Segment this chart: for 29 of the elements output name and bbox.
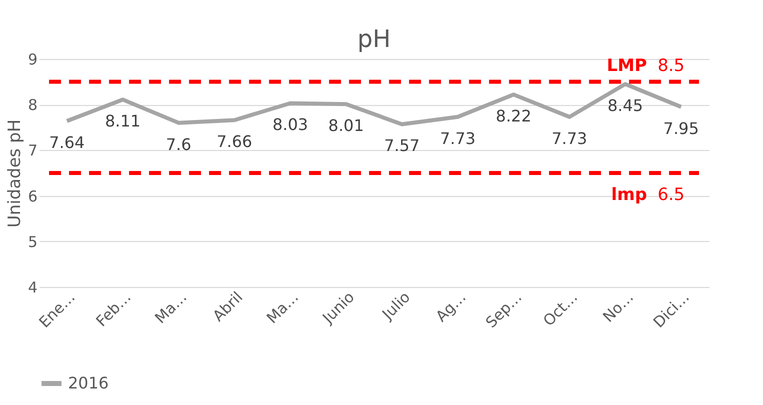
data-label: 7.73 — [552, 128, 588, 148]
data-label: 7.6 — [166, 134, 192, 154]
data-label: 8.45 — [607, 96, 644, 116]
data-label: 7.95 — [663, 118, 699, 138]
ref-line-label: LMP — [606, 56, 647, 76]
x-tick-label: Ma… — [151, 288, 190, 328]
x-tick-label: No… — [599, 288, 638, 326]
annotation: 8.5 — [658, 56, 685, 76]
y-tick-label: 5 — [28, 232, 38, 251]
data-label: 7.73 — [440, 128, 476, 148]
y-tick-label: 8 — [28, 96, 38, 114]
annotation: 6.5 — [658, 185, 685, 205]
y-tick-label: 6 — [28, 187, 38, 206]
x-tick-label: Ag… — [432, 288, 470, 326]
ref-line-label: lmp — [611, 185, 647, 205]
y-tick-label: 4 — [28, 278, 38, 296]
chart-title: pH — [357, 25, 391, 53]
data-label: 7.66 — [216, 132, 252, 152]
x-tick-label: Ma… — [263, 288, 302, 328]
data-label: 8.03 — [272, 115, 308, 134]
data-label: 8.11 — [104, 112, 141, 131]
y-tick-label: 7 — [28, 142, 38, 160]
y-axis-title: Unidades pH — [4, 119, 25, 228]
data-label: 7.57 — [384, 136, 420, 156]
data-label: 8.22 — [496, 106, 532, 126]
y-tick-label: 9 — [28, 50, 38, 68]
data-label: 7.64 — [49, 133, 85, 152]
data-label: 8.01 — [328, 116, 364, 136]
legend-label: 2016 — [68, 374, 109, 392]
